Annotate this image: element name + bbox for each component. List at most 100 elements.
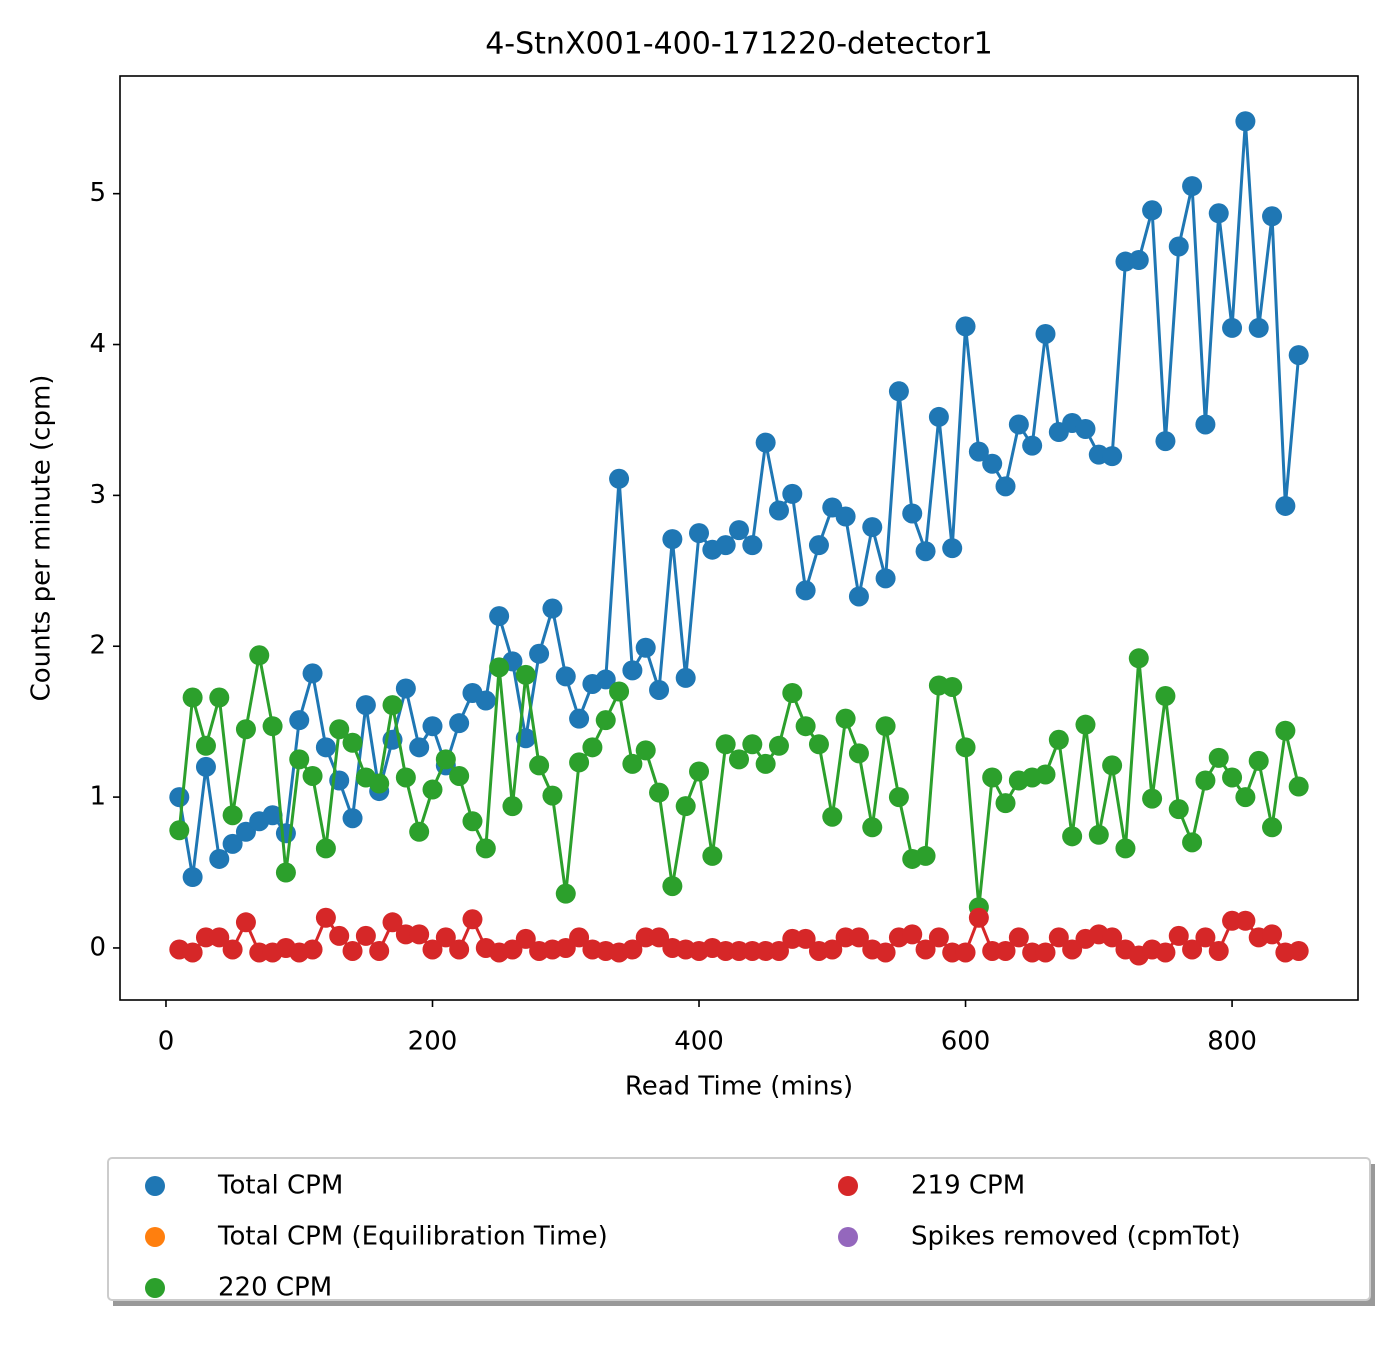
data-point [902, 924, 923, 945]
data-point [955, 942, 976, 963]
data-point [795, 928, 816, 949]
data-point [235, 719, 256, 740]
data-point [235, 821, 256, 842]
y-tick-label: 5 [89, 178, 106, 208]
chart-title: 4-StnX001-400-171220-detector1 [485, 27, 993, 62]
data-point [649, 782, 670, 803]
data-point [622, 939, 643, 960]
data-point [795, 580, 816, 601]
data-point [1262, 206, 1283, 227]
data-point [289, 710, 310, 731]
data-point [489, 657, 510, 678]
data-point [702, 845, 723, 866]
data-point [1235, 910, 1256, 931]
legend-marker [145, 1176, 165, 1196]
data-point [822, 806, 843, 827]
data-point [569, 927, 590, 948]
data-point [609, 468, 630, 489]
data-point [1102, 446, 1123, 467]
data-point [342, 808, 363, 829]
data-point [768, 940, 789, 961]
y-tick-label: 2 [89, 631, 106, 661]
x-tick-label: 400 [674, 1027, 724, 1057]
data-point [595, 710, 616, 731]
data-point [569, 752, 590, 773]
y-tick-label: 0 [89, 932, 106, 962]
data-point [649, 927, 670, 948]
data-point [995, 793, 1016, 814]
data-point [875, 942, 896, 963]
data-point [595, 669, 616, 690]
data-point [1075, 714, 1096, 735]
data-point [1035, 764, 1056, 785]
data-point [409, 924, 430, 945]
data-point [982, 767, 1003, 788]
data-point [915, 541, 936, 562]
data-point [1288, 940, 1309, 961]
data-point [888, 787, 909, 808]
data-point [1035, 323, 1056, 344]
data-point [462, 811, 483, 832]
y-axis-label: Counts per minute (cpm) [27, 375, 57, 702]
data-point [928, 927, 949, 948]
data-point [862, 517, 883, 538]
data-point [329, 925, 350, 946]
data-point [289, 749, 310, 770]
data-point [515, 928, 536, 949]
data-point [875, 716, 896, 737]
data-point [1195, 927, 1216, 948]
data-point [382, 912, 403, 933]
legend-label: Total CPM [217, 1171, 343, 1201]
data-point [1182, 939, 1203, 960]
data-point [1142, 788, 1163, 809]
data-point [835, 708, 856, 729]
data-point [302, 765, 323, 786]
data-point [635, 740, 656, 761]
data-point [808, 535, 829, 556]
data-point [689, 761, 710, 782]
legend-marker [838, 1227, 858, 1247]
legend-marker [145, 1227, 165, 1247]
legend-marker [838, 1176, 858, 1196]
data-point [1155, 686, 1176, 707]
data-point [315, 907, 336, 928]
data-point [195, 735, 216, 756]
x-axis-label: Read Time (mins) [625, 1072, 853, 1102]
data-point [862, 817, 883, 838]
data-point [315, 737, 336, 758]
data-point [449, 765, 470, 786]
data-point [995, 476, 1016, 497]
data-point [995, 940, 1016, 961]
data-point [835, 506, 856, 527]
data-point [782, 683, 803, 704]
data-point [729, 520, 749, 541]
data-point [195, 756, 216, 777]
data-point [169, 787, 190, 808]
data-point [1128, 648, 1149, 669]
data-point [249, 645, 270, 666]
data-point [1048, 729, 1069, 750]
data-point [902, 503, 923, 524]
data-point [209, 927, 230, 948]
data-point [329, 719, 350, 740]
legend-label: 219 CPM [911, 1171, 1025, 1201]
data-point [649, 679, 670, 700]
data-point [502, 796, 523, 817]
data-point [1075, 419, 1096, 440]
data-point [382, 695, 403, 716]
data-point [1102, 927, 1123, 948]
data-point [1048, 927, 1069, 948]
y-tick-label: 3 [89, 480, 106, 510]
data-point [1275, 720, 1296, 741]
data-point [928, 406, 949, 427]
data-point [1222, 317, 1243, 338]
data-point [1168, 925, 1189, 946]
data-point [1208, 747, 1229, 768]
data-point [768, 735, 789, 756]
data-point [1008, 414, 1029, 435]
plot-frame [119, 75, 1359, 1001]
x-tick-label: 200 [408, 1027, 458, 1057]
legend-label: Spikes removed (cpmTot) [911, 1222, 1241, 1252]
data-point [222, 805, 243, 826]
